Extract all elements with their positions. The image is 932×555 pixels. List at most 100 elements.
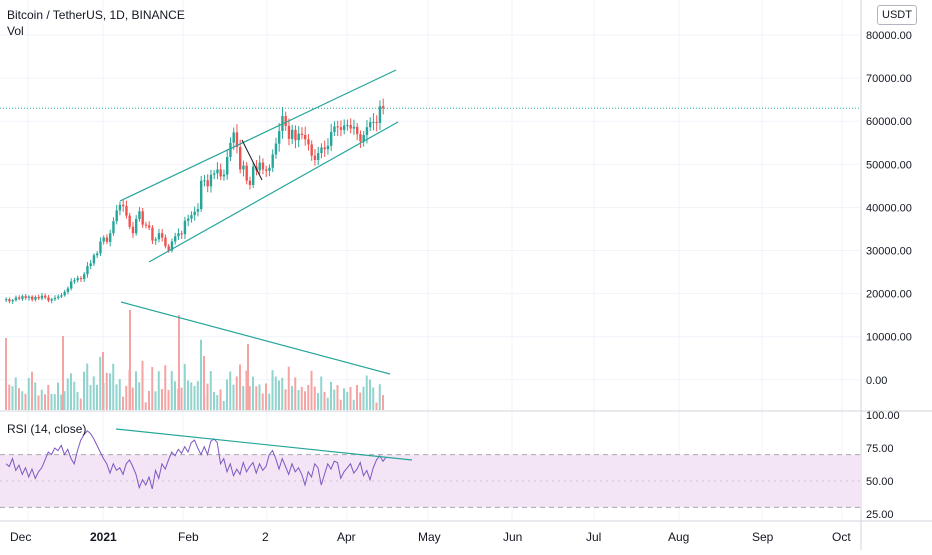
rsi-trend-line [115, 428, 413, 461]
volume-bar [248, 386, 251, 410]
volume-bar [122, 396, 124, 410]
candle-body [229, 142, 232, 157]
price-axis-label: 50000.00 [866, 159, 912, 171]
time-axis-label: 2021 [90, 530, 117, 544]
candle-body [222, 174, 226, 177]
volume-bar [297, 390, 300, 410]
time-axis-label: Aug [668, 530, 689, 544]
candle-body [326, 145, 330, 150]
candle-body [27, 296, 31, 298]
volume-bar [196, 381, 199, 410]
rsi-title[interactable]: RSI (14, close) [7, 422, 87, 436]
candle-body [242, 165, 245, 170]
candle-body [291, 129, 294, 139]
volume-bar [31, 371, 33, 410]
candle-body [287, 125, 291, 139]
volume-bar [239, 364, 241, 410]
candle-body [274, 143, 278, 155]
candle-body [232, 132, 235, 143]
candle-body [235, 132, 239, 148]
volume-bar [102, 352, 104, 410]
volume-bar [148, 390, 150, 410]
candle-body [40, 295, 44, 299]
volume-bar [226, 379, 228, 410]
volume-bar [14, 377, 17, 410]
volume-bar [44, 394, 46, 410]
candle-body [11, 300, 14, 302]
volume-bar [258, 384, 261, 410]
candle-body [271, 154, 274, 168]
rsi-axis-label: 50.00 [866, 476, 894, 488]
volume-bar [352, 399, 355, 410]
candle-body [53, 297, 57, 300]
candle-body [219, 169, 222, 177]
volume-bar [200, 339, 202, 410]
volume-bar [37, 395, 40, 410]
candle-body [102, 237, 105, 242]
volume-bar [125, 385, 128, 410]
candle-body [245, 165, 248, 181]
candle-body [157, 233, 161, 240]
candle-body [382, 106, 385, 109]
candle-body [122, 204, 125, 207]
volume-bar [164, 365, 167, 410]
candle-body [131, 226, 135, 234]
candle-body [310, 144, 313, 156]
candle-body [5, 299, 8, 301]
volume-bar [365, 375, 368, 410]
candle-body [372, 122, 375, 124]
volume-bar [174, 381, 176, 410]
candle-body [8, 299, 11, 302]
volume-label[interactable]: Vol [7, 24, 24, 38]
volume-bar [187, 380, 189, 410]
currency-button[interactable]: USDT [877, 5, 917, 25]
candle-body [209, 174, 213, 187]
candle-body [177, 233, 180, 237]
candle-body [333, 126, 336, 132]
candle-body [346, 125, 349, 127]
volume-bar [278, 380, 280, 410]
volume-bar [378, 384, 381, 410]
volume-bar [183, 363, 186, 410]
candle-body [180, 233, 183, 235]
candle-body [248, 180, 252, 185]
volume-bar [96, 384, 98, 410]
candle-body [183, 220, 187, 235]
candle-body [359, 134, 362, 142]
volume-bar [73, 381, 76, 410]
volume-bar [18, 388, 20, 410]
symbol-title[interactable]: Bitcoin / TetherUS, 1D, BINANCE [7, 8, 185, 22]
volume-bar [157, 371, 160, 410]
volume-bar [382, 395, 384, 410]
volume-bar [232, 384, 235, 410]
candle-body [200, 180, 203, 210]
volume-bar [60, 394, 63, 410]
volume-bar [242, 386, 245, 410]
candle-body [24, 296, 27, 298]
volume-bar [118, 379, 121, 410]
time-axis-label: Oct [832, 530, 851, 544]
volume-bar [255, 386, 258, 410]
channel-lower-line [148, 121, 399, 263]
volume-bar [63, 391, 66, 410]
time-axis-label: May [418, 530, 441, 544]
volume-bar [372, 387, 375, 410]
candle-body [92, 255, 96, 264]
volume-bar [209, 371, 212, 410]
time-axis-label: Dec [10, 530, 31, 544]
volume-bar [144, 402, 147, 410]
volume-bar [66, 378, 69, 410]
volume-bar [261, 393, 264, 410]
volume-bar [57, 382, 59, 410]
candle-body [161, 233, 164, 238]
candle-body [63, 291, 66, 296]
rsi-band [0, 454, 861, 508]
channel-upper-line [119, 69, 397, 202]
price-axis-label: 30000.00 [866, 246, 912, 258]
candle-body [313, 155, 317, 160]
volume-bar [247, 344, 249, 410]
volume-bar [76, 391, 79, 410]
candle-body [323, 147, 326, 150]
